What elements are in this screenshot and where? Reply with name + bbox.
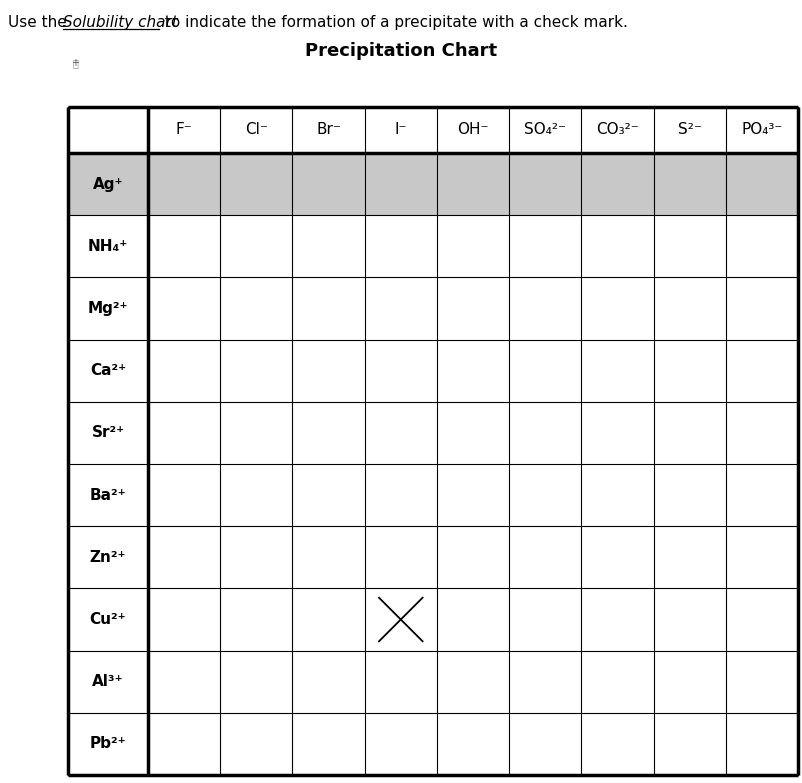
Text: Ba²⁺: Ba²⁺	[90, 488, 126, 503]
Text: SO₄²⁻: SO₄²⁻	[525, 122, 566, 138]
Text: Al³⁺: Al³⁺	[92, 674, 124, 689]
Text: Use the: Use the	[8, 15, 71, 30]
Text: Ag⁺: Ag⁺	[93, 177, 124, 192]
Text: S²⁻: S²⁻	[678, 122, 702, 138]
Text: NH₄⁺: NH₄⁺	[88, 239, 128, 254]
Text: F⁻: F⁻	[176, 122, 192, 138]
Text: CO₃²⁻: CO₃²⁻	[596, 122, 639, 138]
Text: to indicate the formation of a precipitate with a check mark.: to indicate the formation of a precipita…	[160, 15, 628, 30]
Text: Mg²⁺: Mg²⁺	[87, 301, 128, 316]
Text: Solubility chart: Solubility chart	[63, 15, 178, 30]
Text: Ca²⁺: Ca²⁺	[90, 363, 126, 378]
Text: PO₄³⁻: PO₄³⁻	[741, 122, 783, 138]
Text: OH⁻: OH⁻	[457, 122, 488, 138]
Text: Zn²⁺: Zn²⁺	[90, 550, 126, 565]
Text: Pb²⁺: Pb²⁺	[90, 736, 126, 752]
Text: +: +	[71, 58, 79, 68]
Text: ⬜: ⬜	[72, 58, 78, 68]
Text: Br⁻: Br⁻	[316, 122, 341, 138]
Text: Sr²⁺: Sr²⁺	[91, 425, 124, 440]
Text: I⁻: I⁻	[395, 122, 407, 138]
Bar	[68, 153, 798, 215]
Text: Cu²⁺: Cu²⁺	[90, 612, 126, 627]
Text: Cl⁻: Cl⁻	[245, 122, 268, 138]
Text: Precipitation Chart: Precipitation Chart	[305, 42, 497, 60]
